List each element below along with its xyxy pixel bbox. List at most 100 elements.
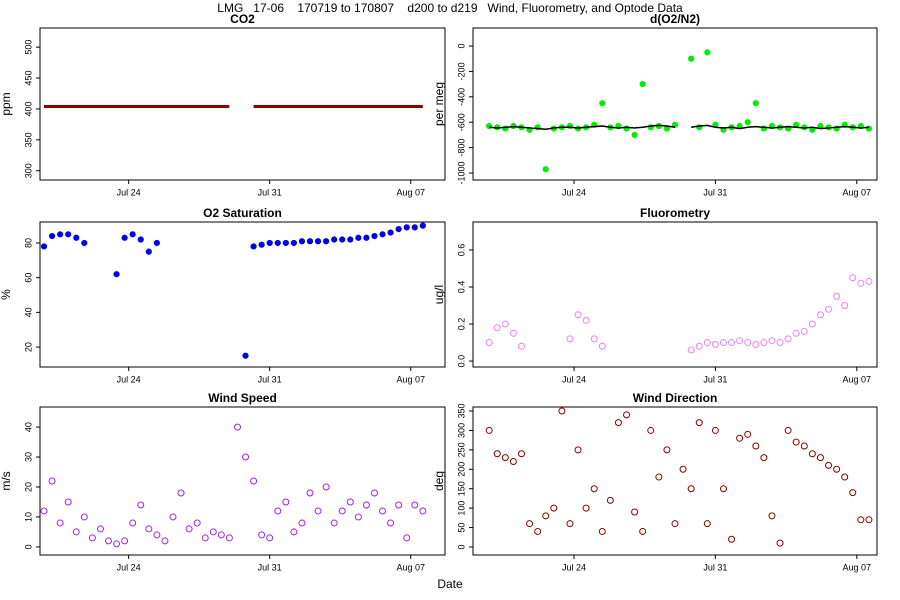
- y-tick-label: 10: [23, 512, 33, 522]
- data-point: [671, 121, 679, 128]
- data-point: [282, 239, 289, 247]
- data-point: [825, 461, 833, 469]
- data-point: [419, 507, 427, 515]
- data-point: [808, 450, 816, 458]
- data-point: [362, 501, 370, 509]
- data-point: [80, 513, 88, 521]
- x-tick-label: Jul 24: [117, 374, 141, 384]
- y-tick-label: 40: [23, 422, 33, 432]
- panel-title: Wind Direction: [633, 391, 718, 405]
- data-point: [403, 534, 411, 542]
- data-point: [736, 337, 744, 345]
- data-point: [744, 430, 752, 438]
- data-point: [582, 316, 590, 324]
- y-tick-label: 30: [23, 452, 33, 462]
- data-point: [40, 507, 48, 515]
- data-point: [419, 222, 426, 229]
- data-point: [48, 477, 56, 485]
- data-point: [314, 507, 322, 515]
- data-point: [363, 234, 370, 241]
- data-point: [631, 508, 639, 516]
- data-point: [485, 339, 493, 347]
- plot-frame: [472, 221, 878, 368]
- panel-title: d(O2/N2): [650, 12, 700, 26]
- data-point: [671, 520, 679, 528]
- data-point: [250, 243, 257, 250]
- y-axis-label: per meg: [432, 82, 446, 126]
- data-point: [736, 434, 744, 442]
- data-point: [242, 453, 250, 461]
- data-point: [509, 329, 517, 337]
- data-point: [808, 320, 816, 328]
- data-point: [306, 489, 314, 497]
- data-point: [517, 342, 525, 350]
- plot-frame: [472, 27, 878, 181]
- y-tick-label: -400: [456, 88, 466, 106]
- x-tick-label: Aug 07: [843, 187, 872, 197]
- data-point: [614, 419, 622, 427]
- data-point: [485, 426, 493, 434]
- y-axis-label: %: [0, 289, 13, 300]
- data-point: [744, 339, 752, 347]
- data-point: [121, 234, 128, 241]
- data-point: [153, 239, 160, 247]
- data-point: [582, 504, 590, 512]
- data-point: [704, 49, 711, 56]
- y-axis-label: m/s: [0, 471, 13, 490]
- x-tick-label: Aug 07: [843, 374, 872, 384]
- data-point: [728, 535, 736, 543]
- data-point: [703, 339, 711, 347]
- data-point: [145, 248, 152, 255]
- data-point: [121, 537, 129, 545]
- y-tick-label: 0.4: [456, 281, 466, 294]
- data-point: [354, 513, 362, 521]
- x-tick-label: Jul 31: [703, 187, 727, 197]
- y-tick-label: 350: [23, 132, 33, 147]
- plot-frame: [472, 406, 878, 556]
- data-point: [590, 485, 598, 493]
- data-point: [73, 234, 80, 241]
- data-point: [703, 520, 711, 528]
- data-point: [598, 342, 606, 350]
- y-tick-label: 300: [23, 163, 33, 178]
- data-point: [395, 501, 403, 509]
- data-point: [687, 346, 695, 354]
- data-point: [711, 340, 719, 348]
- y-tick-label: 0.0: [456, 355, 466, 368]
- data-point: [841, 473, 849, 481]
- data-point: [298, 238, 306, 245]
- data-point: [274, 507, 282, 515]
- y-tick-label: 0: [23, 544, 33, 549]
- y-tick-label: 150: [456, 481, 466, 496]
- y-axis-label: deg: [432, 471, 446, 491]
- data-point: [816, 454, 824, 462]
- y-tick-label: 450: [23, 71, 33, 86]
- data-point: [566, 520, 574, 528]
- x-tick-label: Aug 07: [843, 562, 872, 572]
- x-tick-label: Jul 24: [117, 187, 141, 197]
- data-point: [161, 537, 169, 545]
- data-point: [688, 55, 695, 62]
- data-point: [833, 292, 841, 300]
- data-point: [574, 446, 582, 454]
- data-point: [825, 305, 833, 313]
- y-tick-label: 500: [23, 40, 33, 55]
- plot-frame: [39, 406, 446, 556]
- data-point: [493, 324, 501, 332]
- data-point: [250, 477, 258, 485]
- x-tick-label: Aug 07: [396, 562, 425, 572]
- data-point: [841, 302, 849, 310]
- y-tick-label: 50: [456, 523, 466, 533]
- data-point: [129, 231, 136, 238]
- y-axis-label: ug/l: [432, 285, 446, 304]
- x-tick-label: Jul 31: [258, 187, 282, 197]
- data-point: [590, 335, 598, 343]
- data-point: [411, 224, 418, 231]
- x-tick-label: Jul 31: [703, 562, 727, 572]
- data-point: [370, 489, 378, 497]
- data-point: [752, 100, 759, 107]
- data-point: [695, 419, 703, 427]
- x-tick-label: Jul 24: [562, 374, 586, 384]
